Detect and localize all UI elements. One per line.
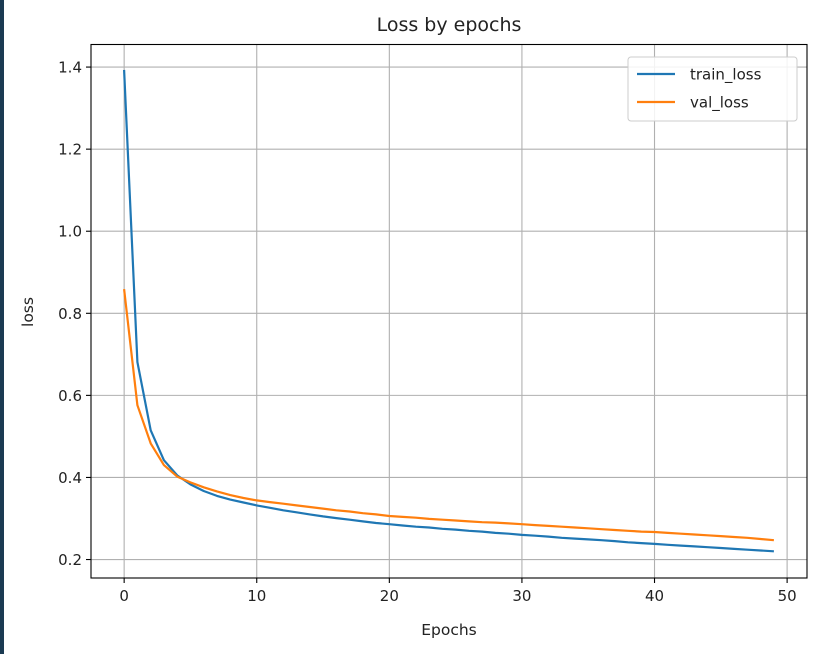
x-axis-label: Epochs [421, 621, 477, 639]
x-tick-label: 20 [380, 587, 399, 605]
y-axis-label: loss [19, 297, 37, 327]
x-tick-label: 40 [645, 587, 664, 605]
x-tick-label: 10 [247, 587, 266, 605]
legend-label: val_loss [690, 94, 749, 113]
x-tick-label: 0 [119, 587, 129, 605]
y-tick-label: 0.6 [58, 387, 82, 405]
y-tick-label: 1.2 [58, 141, 82, 159]
chart-title: Loss by epochs [377, 14, 522, 36]
x-tick-label: 50 [778, 587, 797, 605]
y-tick-label: 1.0 [58, 223, 82, 241]
series-line-val-loss [123, 288, 774, 542]
y-tick-label: 0.2 [58, 551, 82, 569]
y-tick-label: 0.8 [58, 305, 82, 323]
series-line-train-loss [123, 69, 774, 553]
x-tick-label: 30 [512, 587, 531, 605]
legend-label: train_loss [690, 66, 762, 85]
y-tick-label: 1.4 [58, 59, 82, 77]
plot-frame [90, 43, 808, 579]
window-edge [0, 0, 4, 654]
y-tick-label: 0.4 [58, 469, 82, 487]
legend: train_loss val_loss [627, 56, 798, 122]
